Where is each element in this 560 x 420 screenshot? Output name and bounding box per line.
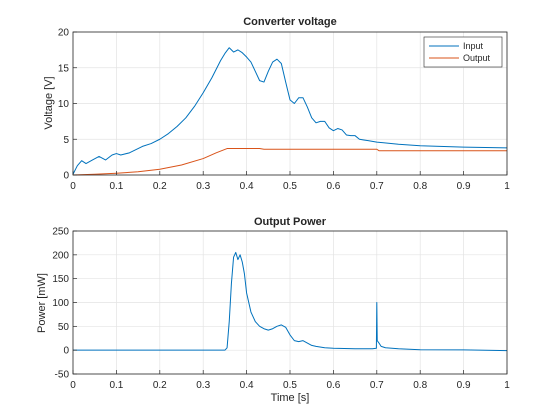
power-x-axis-label: Time [s] — [271, 392, 310, 404]
voltage-series-layer — [72, 47, 508, 176]
power-x-tick-label: 0.6 — [326, 380, 340, 391]
power-x-tick-label: 0.7 — [370, 380, 384, 391]
voltage-legend: Input Output — [423, 36, 503, 68]
power-series-layer — [73, 251, 508, 352]
power-x-tick-label: 0.2 — [153, 380, 167, 391]
voltage-y-tick-label: 15 — [58, 63, 70, 74]
power-series-power-line — [73, 251, 508, 352]
power-x-tick-label: 0.9 — [457, 380, 471, 391]
power-plot: Output Power 0 0.1 0.2 0.3 0.4 0.5 0.6 0.7 0.8 0.… — [36, 216, 510, 404]
voltage-x-tick-label: 0.1 — [109, 181, 123, 192]
power-x-tick-label: 0.4 — [240, 380, 254, 391]
voltage-x-tick-label: 0 — [70, 181, 76, 192]
voltage-x-tick-label: 0.6 — [326, 181, 340, 192]
voltage-y-tick-label: 5 — [63, 135, 69, 146]
power-x-tick-label: 0.5 — [283, 380, 297, 391]
voltage-y-tick-label: 10 — [58, 99, 70, 110]
voltage-y-axis-label: Voltage [V] — [43, 76, 55, 129]
power-y-tick-label: 50 — [58, 322, 70, 333]
voltage-x-tick-label: 0.5 — [283, 181, 297, 192]
voltage-x-tick-label: 1 — [504, 181, 510, 192]
power-x-tick-label: 0.1 — [109, 380, 123, 391]
power-plot-title: Output Power — [254, 216, 327, 228]
voltage-x-tick-label: 0.7 — [370, 181, 384, 192]
power-y-tick-label: 200 — [52, 250, 69, 261]
voltage-plot-title: Converter voltage — [243, 16, 337, 28]
power-y-axis-label: Power [mW] — [36, 273, 48, 333]
power-y-tick-label: 0 — [63, 346, 69, 357]
voltage-y-tick-label: 20 — [58, 28, 70, 39]
voltage-x-tick-label: 0.2 — [153, 181, 167, 192]
power-y-tick-label: 150 — [52, 274, 69, 285]
power-x-tick-label: 0 — [70, 380, 76, 391]
power-x-tick-label: 1 — [504, 380, 510, 391]
power-y-tick-label: 100 — [52, 298, 69, 309]
voltage-x-tick-label: 0.4 — [240, 181, 254, 192]
voltage-x-tick-label: 0.9 — [457, 181, 471, 192]
voltage-x-tick-label: 0.3 — [196, 181, 210, 192]
legend-output-label: Output — [463, 53, 491, 63]
voltage-y-tick-label: 0 — [63, 171, 69, 182]
legend-input-label: Input — [463, 41, 484, 51]
voltage-series-input-line — [72, 47, 508, 175]
voltage-x-tick-label: 0.8 — [413, 181, 427, 192]
power-x-tick-label: 0.3 — [196, 380, 210, 391]
power-y-tick-label: 250 — [52, 227, 69, 238]
voltage-plot: Converter voltage 0 0.1 0.2 0.3 0.4 0.5 0.6 0.7… — [43, 16, 510, 192]
power-y-tick-label: -50 — [55, 370, 70, 381]
legend-box — [423, 36, 503, 68]
power-ticks: 0 0.1 0.2 0.3 0.4 0.5 0.6 0.7 0.8 0.9 1-5005010015… — [52, 227, 510, 392]
voltage-series-output-line — [72, 148, 507, 176]
power-x-tick-label: 0.8 — [413, 380, 427, 391]
